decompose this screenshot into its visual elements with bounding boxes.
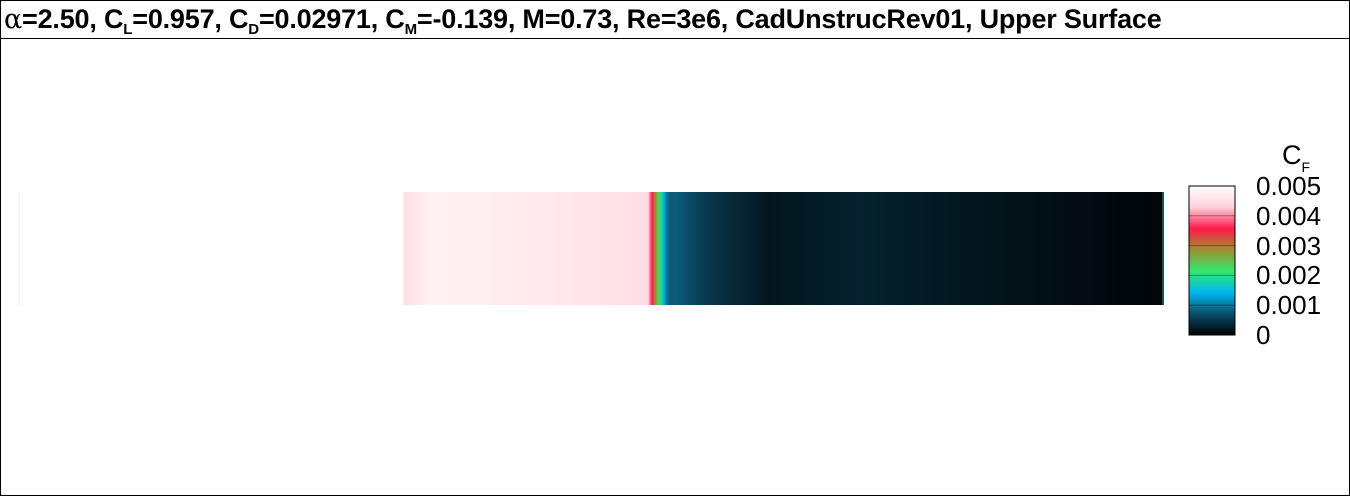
title-cl-text: =0.957, C [132,4,249,34]
title-cl-sub: L [123,21,133,38]
contour-plot [18,185,1236,336]
colorbar-tick-label: 0 [1256,320,1271,350]
colorbar-tick-label: 0.004 [1256,200,1322,231]
alpha-symbol: α [4,4,23,35]
legend-title-sub: F [1301,159,1311,175]
colorbar-tick-label: 0.001 [1256,290,1322,321]
title-cm-sub: M [404,21,418,38]
title-alpha-text: =2.50, C [22,4,124,34]
legend-title-main: C [1282,140,1302,170]
chart-title: α=2.50, CL=0.957, CD=0.02971, CM=-0.139,… [4,3,1162,38]
colorbar-border [1188,185,1236,336]
colorbar-tick-label: 0.005 [1256,171,1322,201]
title-bar: α=2.50, CL=0.957, CD=0.02971, CM=-0.139,… [0,0,1350,39]
title-cm-text: =-0.139, M=0.73, Re=3e6, CadUnstrucRev01… [416,4,1162,34]
colorbar-tick-label: 0.002 [1256,260,1322,291]
title-cd-text: =0.02971, C [258,4,405,34]
legend-title: CF [1282,140,1310,175]
colorbar-tick-label: 0.003 [1256,230,1322,261]
cf-surface-strip [404,192,1164,305]
colorbar-fill [1189,186,1235,335]
title-cd-sub: D [248,21,259,38]
colorbar [1188,185,1236,336]
